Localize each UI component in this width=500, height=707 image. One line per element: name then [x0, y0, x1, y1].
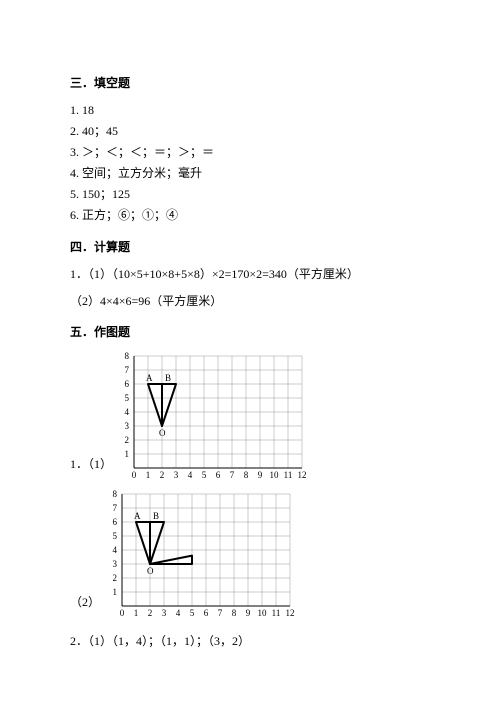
svg-text:8: 8	[125, 351, 130, 361]
svg-text:7: 7	[230, 470, 235, 480]
calc-line-2: （2）4×4×6=96（平方厘米）	[70, 292, 430, 309]
svg-text:6: 6	[216, 470, 221, 480]
svg-text:7: 7	[218, 608, 223, 618]
svg-text:11: 11	[284, 470, 293, 480]
svg-text:5: 5	[125, 393, 130, 403]
fill-line-4: 4. 空间；立方分米；毫升	[70, 164, 430, 182]
svg-text:12: 12	[286, 608, 295, 618]
svg-text:2: 2	[125, 435, 130, 445]
svg-text:B: B	[153, 511, 159, 521]
svg-text:9: 9	[246, 608, 251, 618]
svg-text:A: A	[146, 373, 153, 383]
svg-text:3: 3	[125, 421, 130, 431]
svg-text:1: 1	[113, 587, 118, 597]
svg-text:10: 10	[270, 470, 280, 480]
figure-2-row: （2） 012345678910111212345678ABO	[70, 488, 430, 618]
fill-line-6: 6. 正方；⑥；①；④	[70, 206, 430, 224]
svg-text:10: 10	[258, 608, 268, 618]
svg-text:B: B	[165, 373, 171, 383]
section-heading-draw: 五．作图题	[70, 323, 430, 340]
svg-text:4: 4	[188, 470, 193, 480]
svg-text:O: O	[147, 566, 154, 576]
svg-text:7: 7	[125, 365, 130, 375]
fill-line-1: 1. 18	[70, 101, 430, 119]
svg-text:2: 2	[160, 470, 165, 480]
section-heading-calc: 四．计算题	[70, 238, 430, 255]
fill-line-5: 5. 150；125	[70, 185, 430, 203]
svg-text:1: 1	[134, 608, 139, 618]
svg-text:8: 8	[232, 608, 237, 618]
svg-text:4: 4	[113, 545, 118, 555]
fill-line-2: 2. 40；45	[70, 122, 430, 140]
svg-text:O: O	[159, 428, 166, 438]
svg-text:A: A	[134, 511, 141, 521]
draw-q2-answer: 2．（1）（1，4）；（1，1）；（3，2）	[70, 632, 430, 650]
svg-text:3: 3	[174, 470, 179, 480]
svg-text:0: 0	[132, 470, 137, 480]
svg-text:7: 7	[113, 503, 118, 513]
svg-text:2: 2	[113, 573, 118, 583]
svg-text:1: 1	[146, 470, 151, 480]
grid-chart-1: 012345678910111212345678ABO	[116, 350, 316, 480]
svg-text:11: 11	[272, 608, 281, 618]
svg-text:6: 6	[113, 517, 118, 527]
svg-text:5: 5	[113, 531, 118, 541]
svg-text:1: 1	[125, 449, 130, 459]
svg-text:6: 6	[204, 608, 209, 618]
grid-chart-2: 012345678910111212345678ABO	[104, 488, 304, 618]
figure-2-number: （2）	[70, 593, 100, 618]
figure-1-number: 1．（1）	[70, 455, 112, 480]
svg-text:5: 5	[202, 470, 207, 480]
svg-text:3: 3	[162, 608, 167, 618]
svg-text:8: 8	[244, 470, 249, 480]
svg-text:2: 2	[148, 608, 153, 618]
svg-text:12: 12	[298, 470, 307, 480]
calc-line-1: 1．（1）（10×5+10×8+5×8）×2=170×2=340（平方厘米）	[70, 265, 430, 282]
svg-text:3: 3	[113, 559, 118, 569]
figure-1-row: 1．（1） 012345678910111212345678ABO	[70, 350, 430, 480]
svg-text:4: 4	[125, 407, 130, 417]
svg-text:0: 0	[120, 608, 125, 618]
svg-text:5: 5	[190, 608, 195, 618]
svg-text:9: 9	[258, 470, 263, 480]
svg-text:8: 8	[113, 489, 118, 499]
section-heading-fill: 三．填空题	[70, 74, 430, 91]
fill-line-3: 3. ＞；＜；＜；＝；＞；＝	[70, 143, 430, 161]
svg-text:4: 4	[176, 608, 181, 618]
svg-text:6: 6	[125, 379, 130, 389]
